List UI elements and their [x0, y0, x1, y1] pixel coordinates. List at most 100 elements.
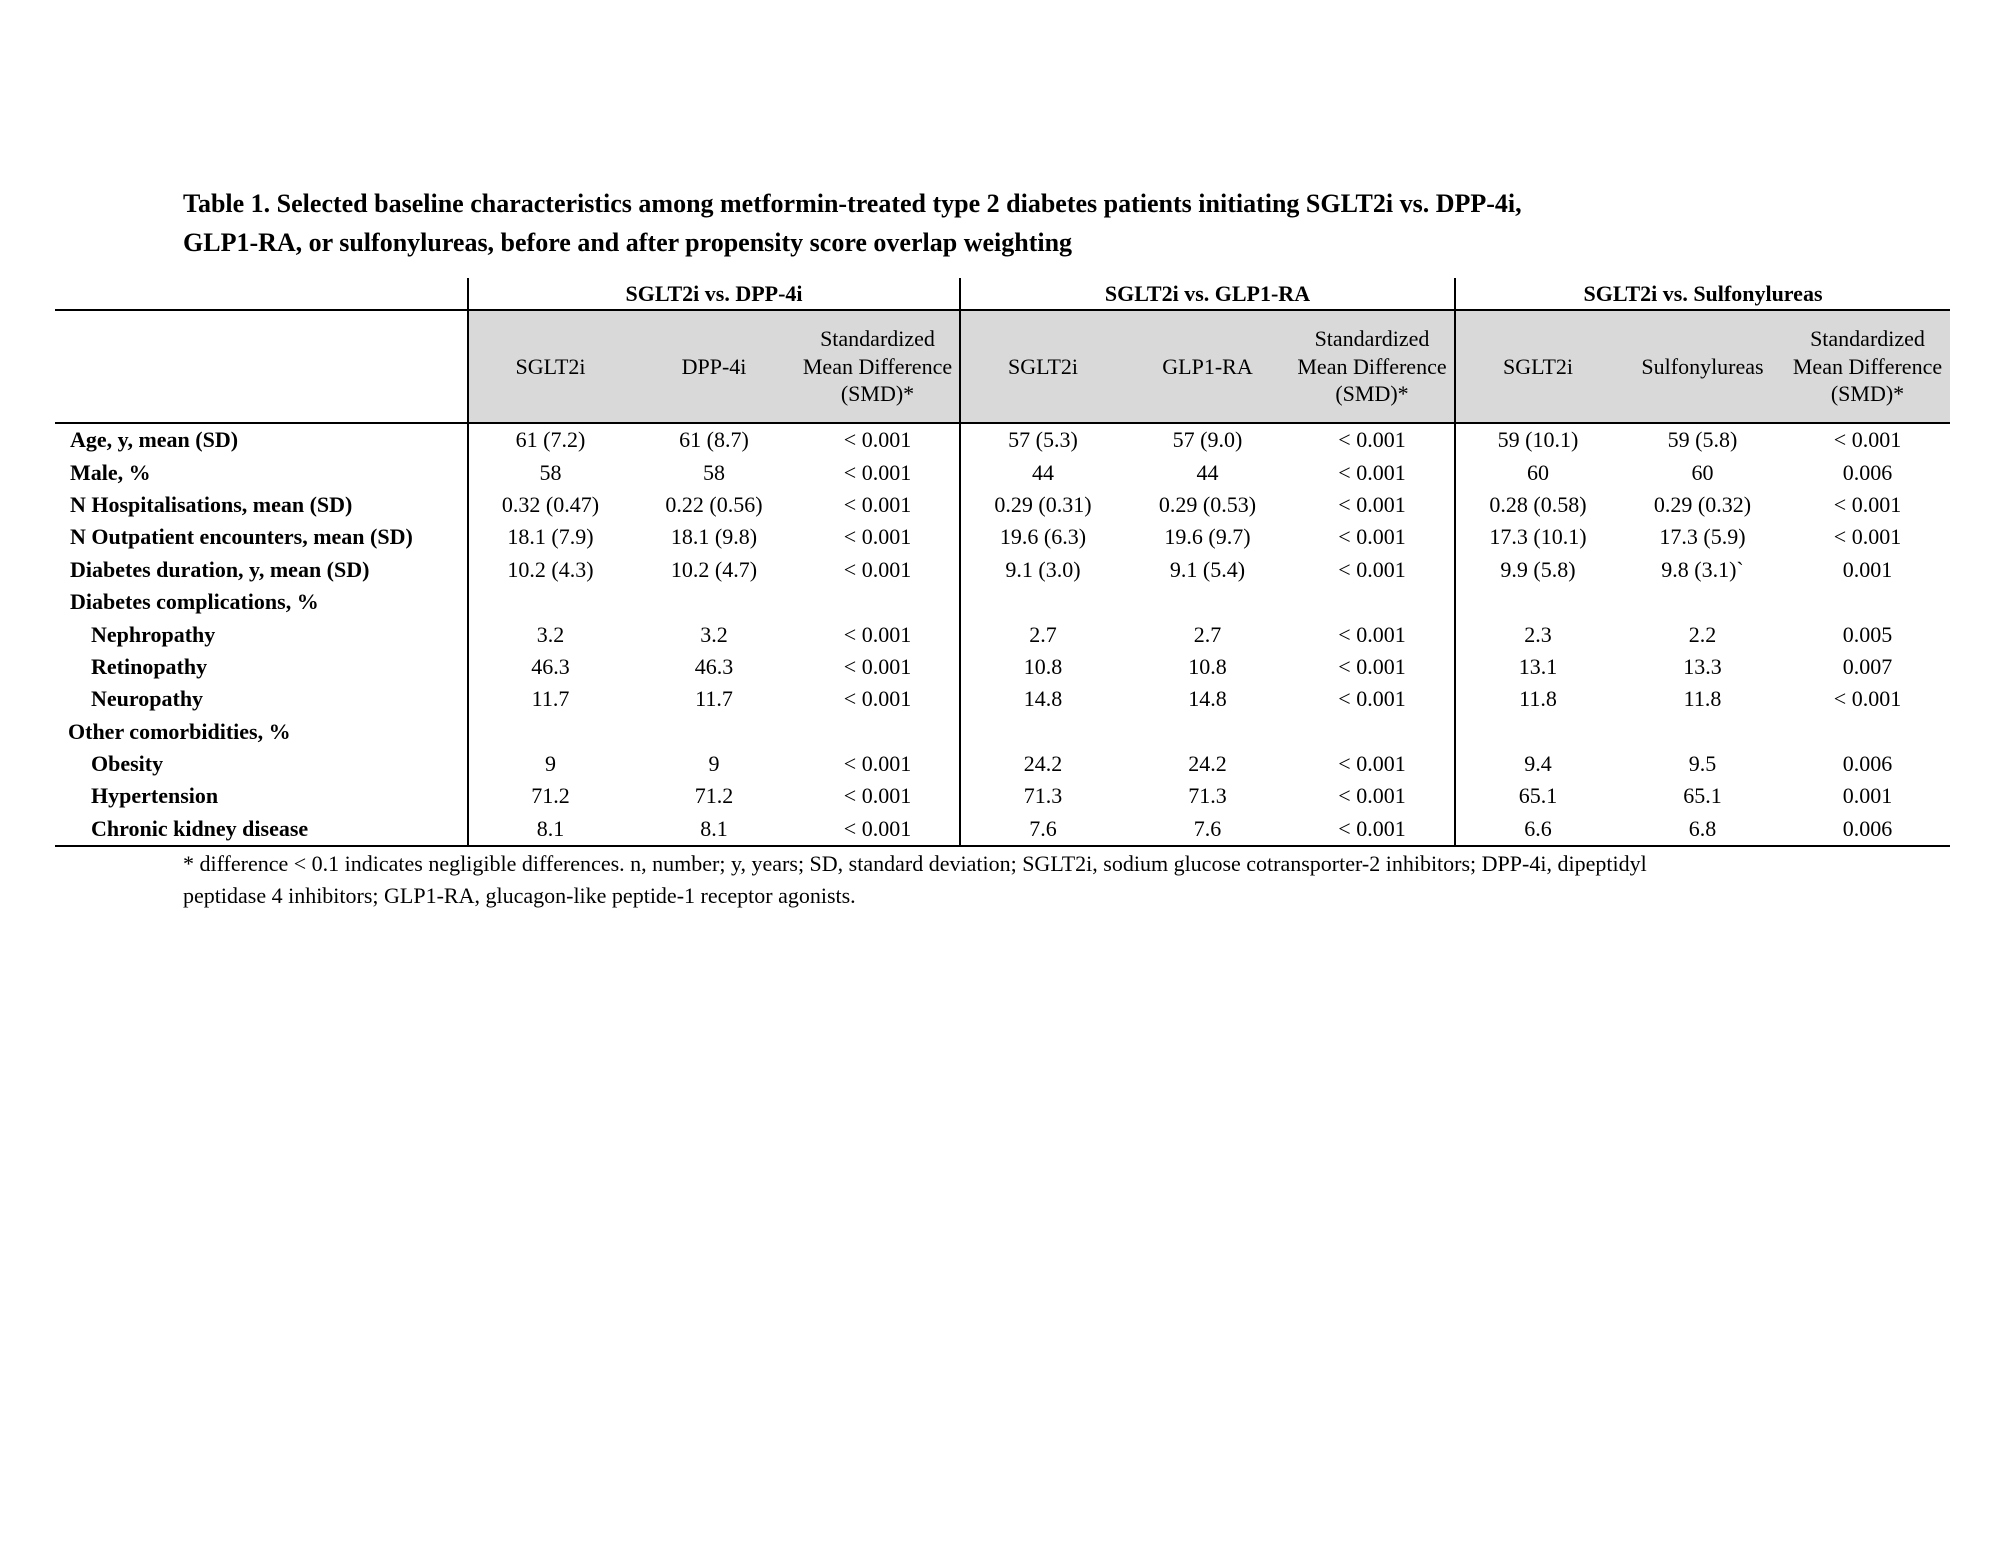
table-cell: 0.29 (0.53) — [1158, 491, 1257, 517]
table-cell: 61 (8.7) — [679, 427, 749, 453]
table-cell: 9 — [467, 747, 632, 781]
table-cell: < 0.001 — [843, 621, 912, 647]
table-row: Nephropathy 3.2 3.2 < 0.001 2.7 2.7 < 0.001 2.3… — [55, 618, 1950, 651]
table-row: Obesity 9 9 < 0.001 24.2 24.2 < 0.001 9.4 9.5 0.0… — [55, 747, 1950, 781]
table-cell: < 0.001 — [1833, 524, 1902, 550]
table-cell — [467, 715, 632, 748]
table-cell — [1125, 586, 1290, 618]
table-cell: 71.3 — [1188, 783, 1227, 809]
group-header: SGLT2i vs. GLP1-RA — [959, 278, 1455, 311]
column-header: SGLT2i — [467, 310, 632, 424]
table-cell: 0.22 (0.56) — [665, 491, 763, 517]
column-header: Standardized Mean Difference (SMD)* — [796, 310, 960, 424]
table-cell: 57 (5.3) — [959, 423, 1125, 457]
column-header: Sulfonylureas — [1620, 310, 1785, 424]
table-cell: < 0.001 — [796, 812, 960, 848]
table-cell — [959, 715, 1125, 748]
row-label: Diabetes duration, y, mean (SD) — [70, 556, 370, 582]
column-header: Standardized Mean Difference (SMD)* — [1290, 310, 1455, 424]
table-cell: 2.3 — [1454, 618, 1620, 651]
table-cell: 17.3 (10.1) — [1454, 521, 1620, 554]
row-label: Hypertension — [91, 783, 219, 809]
footnote-line: peptidase 4 inhibitors; GLP1-RA, glucago… — [183, 883, 856, 908]
table-cell: 65.1 — [1683, 783, 1722, 809]
table-cell: 18.1 (9.8) — [670, 524, 758, 550]
table-cell: 8.1 — [632, 812, 796, 848]
table-cell: < 0.001 — [1338, 491, 1406, 517]
table-cell: < 0.001 — [1290, 812, 1455, 848]
table-cell — [1785, 716, 1950, 748]
column-header: SGLT2i — [959, 310, 1125, 424]
table-cell — [1290, 586, 1455, 618]
row-label: N Outpatient encounters, mean (SD) — [70, 524, 413, 550]
table-cell: 0.006 — [1842, 751, 1893, 777]
column-header: DPP-4i — [632, 310, 796, 424]
column-header: Standardized Mean Difference (SMD)* — [1785, 310, 1950, 424]
table-cell: 61 (7.2) — [467, 423, 632, 457]
table-cell: < 0.001 — [843, 427, 912, 453]
table-cell: 0.001 — [1842, 783, 1893, 809]
table-cell: 11.7 — [695, 686, 733, 712]
table-cell: 18.1 (7.9) — [467, 521, 632, 554]
row-label: Obesity — [91, 751, 164, 777]
table-cell: 2.2 — [1688, 621, 1717, 647]
table-cell: 10.2 (4.3) — [467, 553, 632, 586]
table-row: N Hospitalisations, mean (SD) 0.32 (0.47)… — [55, 488, 1950, 522]
table-cell: 57 (9.0) — [1172, 427, 1243, 453]
table-cell: 9.9 (5.8) — [1454, 553, 1620, 586]
table-cell — [632, 716, 796, 748]
row-label: Retinopathy — [91, 653, 208, 679]
table-cell: 11.7 — [467, 683, 632, 716]
table-cell: 0.28 (0.58) — [1454, 488, 1620, 522]
table-cell: 60 — [1454, 456, 1620, 489]
table-cell: 9.1 (3.0) — [959, 553, 1125, 586]
table-cell: 9.8 (3.1)` — [1661, 556, 1744, 582]
table-cell — [1454, 715, 1620, 748]
table-cell: 24.2 — [1188, 751, 1227, 777]
row-label: Male, % — [70, 459, 151, 485]
table-cell: 71.2 — [467, 780, 632, 813]
row-label: N Hospitalisations, mean (SD) — [70, 491, 353, 517]
table-cell: 17.3 (5.9) — [1659, 524, 1746, 550]
table-cell: 10.8 — [959, 650, 1125, 684]
table-row: Hypertension 71.2 71.2 < 0.001 71.3 71.3 < 0.0… — [55, 780, 1950, 813]
table-cell: 0.007 — [1842, 653, 1893, 679]
table-cell: 14.8 — [1188, 686, 1227, 712]
table-row: Other comorbidities, % — [55, 715, 1950, 748]
table-cell: < 0.001 — [843, 524, 912, 550]
table-cell: 0.006 — [1842, 459, 1893, 485]
table-cell: 9.1 (5.4) — [1169, 556, 1246, 582]
title-line: GLP1-RA, or sulfonylureas, before and af… — [183, 228, 1073, 257]
table-cell — [1620, 716, 1785, 748]
table-cell: 46.3 — [467, 650, 632, 684]
group-header: SGLT2i vs. DPP-4i — [467, 278, 960, 311]
title-line: Table 1. Selected baseline characteristi… — [183, 189, 1522, 218]
row-label: Nephropathy — [91, 621, 216, 647]
table-row: Retinopathy 46.3 46.3 < 0.001 10.8 10.8 < 0.00… — [55, 650, 1950, 684]
table-cell: 58 — [703, 459, 725, 485]
table-cell — [1290, 716, 1455, 748]
table-cell: 9 — [708, 751, 720, 777]
table-cell: 9.5 — [1688, 751, 1717, 777]
table-cell: < 0.001 — [1338, 556, 1406, 582]
table-cell: < 0.001 — [843, 653, 912, 679]
table-cell: < 0.001 — [1338, 524, 1406, 550]
table-cell: 13.1 — [1454, 650, 1620, 684]
table-cell: 59 (5.8) — [1667, 427, 1738, 453]
table-cell: 0.001 — [1842, 556, 1893, 582]
row-label: Neuropathy — [91, 686, 204, 712]
table-cell: 14.8 — [959, 683, 1125, 716]
row-label: Diabetes complications, % — [70, 589, 319, 615]
table-row: Male, % 58 58 < 0.001 44 44 < 0.001 60 60 0.006 — [55, 456, 1950, 489]
table-cell: 58 — [467, 456, 632, 489]
table-cell: < 0.001 — [843, 783, 912, 809]
table-cell: 11.8 — [1683, 686, 1722, 712]
table-cell: 0.29 (0.32) — [1653, 491, 1752, 517]
table-cell: < 0.001 — [1338, 427, 1406, 453]
table-cell — [1454, 585, 1620, 619]
table-cell: 8.1 — [467, 812, 632, 848]
table-cell: < 0.001 — [1338, 783, 1406, 809]
table-cell: 13.3 — [1683, 653, 1722, 679]
table-cell: < 0.001 — [1338, 653, 1406, 679]
table-cell: 10.2 (4.7) — [670, 556, 758, 582]
